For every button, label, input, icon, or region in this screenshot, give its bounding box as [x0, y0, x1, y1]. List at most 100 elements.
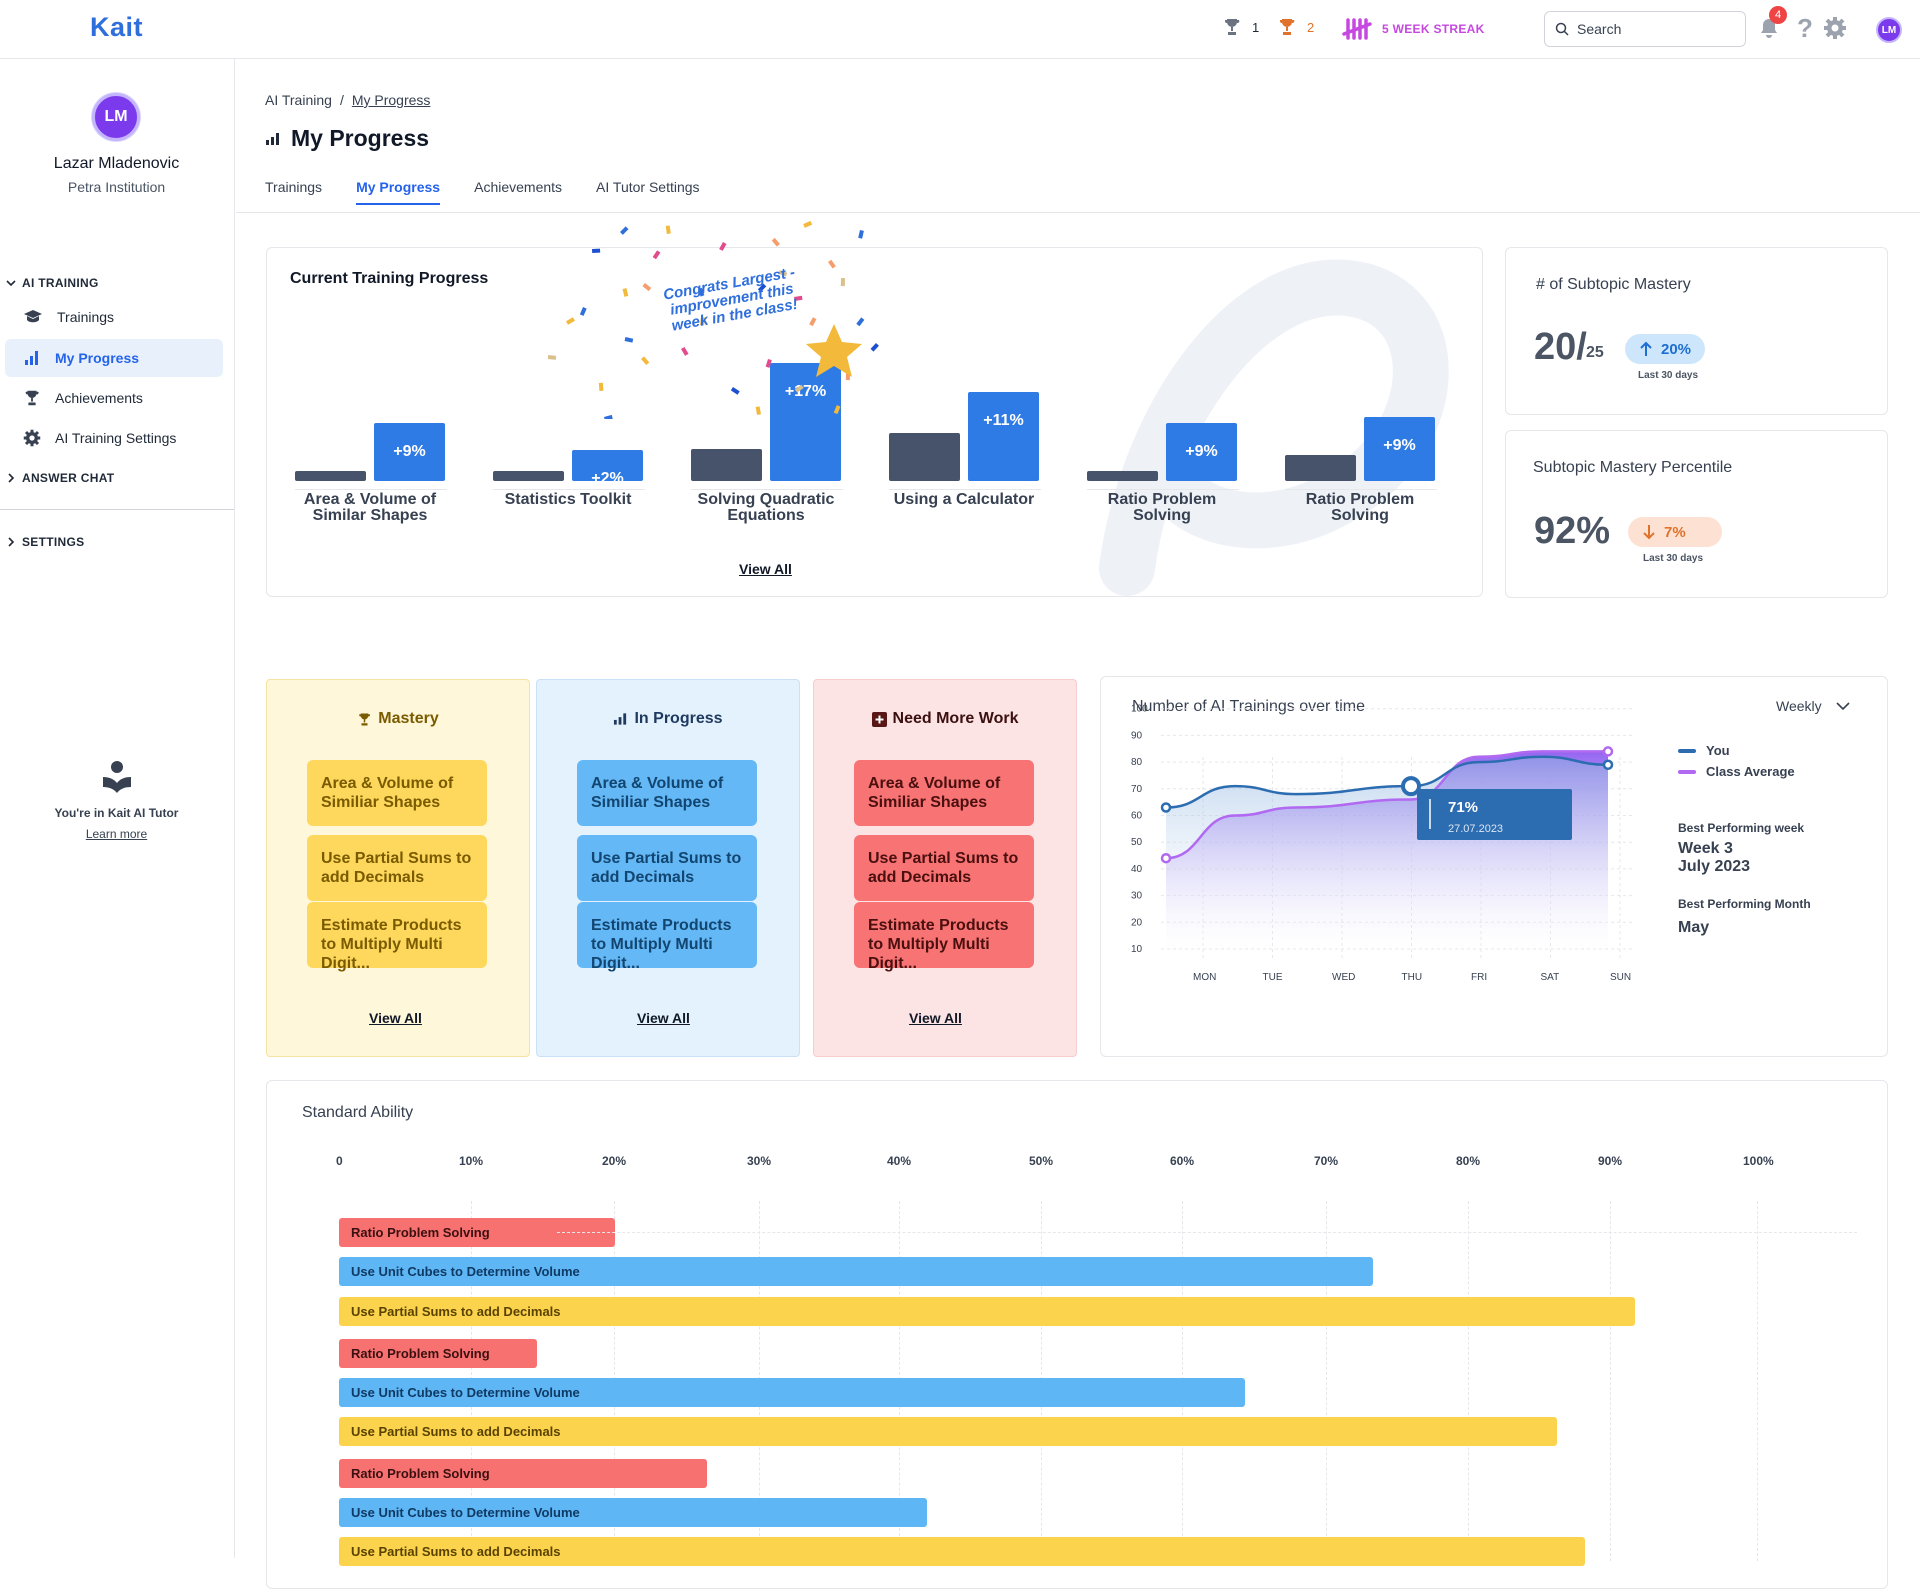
current-progress-bar[interactable]: +9% — [1166, 423, 1237, 481]
page-title-text: My Progress — [291, 125, 430, 151]
confetti-piece — [833, 405, 841, 415]
ability-bar[interactable]: Ratio Problem Solving — [339, 1459, 708, 1488]
confetti-piece — [579, 307, 587, 316]
ability-bar[interactable]: Use Partial Sums to add Decimals — [339, 1417, 1557, 1446]
sidebar-item-my-progress[interactable]: My Progress — [5, 339, 223, 377]
mastery-column: Mastery Area & Volume of Similiar Shapes… — [266, 679, 530, 1057]
mastery-item[interactable]: Area & Volume of Similiar Shapes — [307, 760, 487, 826]
ability-bar[interactable]: Use Unit Cubes to Determine Volume — [339, 1498, 927, 1527]
class-average-point — [1160, 852, 1172, 864]
help-icon[interactable]: ? — [1795, 14, 1813, 42]
x-tick-label: MON — [1193, 972, 1216, 983]
week-streak[interactable]: 5 WEEK STREAK — [1342, 18, 1485, 40]
x-tick-label: 10% — [459, 1154, 484, 1168]
bell-icon[interactable] — [1758, 16, 1780, 40]
notification-badge: 4 — [1769, 6, 1787, 24]
ability-bar[interactable]: Use Unit Cubes to Determine Volume — [339, 1257, 1373, 1286]
trainings-line-chart: 10 20 30 40 50 60 70 80 90 100 MON TUE WED THU FRI SAT S… — [1131, 704, 1633, 983]
confetti-piece — [624, 337, 634, 343]
confetti-piece — [730, 387, 740, 395]
section-settings-label: SETTINGS — [22, 535, 85, 549]
y-tick-label: 30 — [1131, 891, 1143, 902]
subtopic-mastery-title: # of Subtopic Mastery — [1536, 276, 1691, 293]
current-progress-bar[interactable]: +17% — [770, 363, 841, 481]
ability-bar[interactable]: Use Partial Sums to add Decimals — [339, 1297, 1635, 1326]
class-average-point — [1602, 746, 1614, 757]
mastery-view-all-link[interactable]: View All — [369, 1010, 422, 1026]
subtopic-mastery-period: Last 30 days — [1638, 370, 1699, 381]
legend-you: You — [1678, 743, 1730, 758]
training-progress-title: Current Training Progress — [290, 270, 489, 287]
y-tick-label: 60 — [1131, 811, 1143, 822]
section-answer-chat[interactable]: ANSWER CHAT — [6, 471, 114, 485]
x-gridline — [1468, 1201, 1469, 1561]
current-progress-bar[interactable]: +9% — [374, 423, 445, 481]
bar-baseline — [691, 489, 843, 490]
ability-bar[interactable]: Ratio Problem Solving — [339, 1339, 538, 1368]
x-tick-label: SUN — [1610, 972, 1631, 983]
in-progress-view-all-link[interactable]: View All — [637, 1010, 690, 1026]
sidebar-item-achievements[interactable]: Achievements — [5, 379, 223, 417]
sidebar-item-ai-training-settings[interactable]: AI Training Settings — [5, 419, 223, 457]
current-progress-bar[interactable]: +2% — [572, 449, 643, 487]
best-week-label: Best Performing week — [1678, 821, 1805, 835]
breadcrumb-my-progress[interactable]: My Progress — [351, 92, 431, 108]
search-icon — [1555, 22, 1569, 36]
confetti-piece — [828, 259, 836, 269]
search-input[interactable]: Search — [1544, 11, 1746, 47]
tab-ai-tutor-settings[interactable]: AI Tutor Settings — [596, 179, 700, 195]
need-more-work-column-title: Need More Work — [892, 710, 1019, 727]
kait-note-text: You're in Kait AI Tutor — [54, 806, 179, 820]
ability-bar[interactable]: Use Unit Cubes to Determine Volume — [339, 1378, 1246, 1407]
trophy-icon — [1279, 19, 1295, 35]
y-tick-label: 20 — [1131, 917, 1143, 928]
need-more-work-item[interactable]: Estimate Products to Multiply Multi Digi… — [854, 902, 1034, 972]
learn-more-link[interactable]: Learn more — [85, 827, 148, 841]
need-more-work-view-all-link[interactable]: View All — [909, 1010, 962, 1026]
tab-my-progress[interactable]: My Progress — [356, 179, 441, 205]
orange-trophy-counter[interactable]: 2 — [1277, 17, 1314, 37]
period-select[interactable]: Weekly — [1776, 698, 1850, 714]
x-gridline — [1326, 1201, 1327, 1561]
sidebar-item-label: Achievements — [55, 390, 143, 406]
confetti-piece — [794, 295, 803, 301]
breadcrumb-ai-training[interactable]: AI Training — [265, 92, 332, 108]
user-avatar[interactable]: LM — [1876, 17, 1902, 43]
in-progress-item[interactable]: Estimate Products to Multiply Multi Digi… — [577, 902, 757, 972]
breadcrumb: AI Training / My Progress — [265, 92, 430, 108]
section-ai-training[interactable]: AI TRAINING — [6, 276, 99, 290]
x-tick-label: SAT — [1541, 972, 1560, 983]
in-progress-item[interactable]: Area & Volume of Similiar Shapes — [577, 760, 757, 826]
current-progress-bar[interactable]: +11% — [968, 392, 1039, 481]
need-more-work-item[interactable]: Use Partial Sums to add Decimals — [854, 835, 1034, 901]
mastery-item[interactable]: Estimate Products to Multiply Multi Digi… — [307, 902, 487, 972]
confetti-piece — [778, 270, 788, 277]
tab-achievements[interactable]: Achievements — [474, 179, 563, 195]
section-settings[interactable]: SETTINGS — [6, 535, 84, 549]
view-all-training-link[interactable]: View All — [739, 561, 792, 577]
mastery-percentile-value: 92% — [1534, 510, 1611, 552]
in-progress-item[interactable]: Use Partial Sums to add Decimals — [577, 835, 757, 901]
top-bar: Kait 1 2 5 WEEK STREAK Search 4 ? LM — [0, 0, 1920, 59]
kait-logo[interactable]: Kait — [90, 12, 144, 42]
chevron-down-icon — [6, 280, 16, 287]
profile-avatar[interactable]: LM — [92, 93, 140, 141]
chevron-down-icon — [1836, 702, 1850, 711]
standard-ability-title: Standard Ability — [302, 1104, 414, 1121]
mastery-item[interactable]: Use Partial Sums to add Decimals — [307, 835, 487, 901]
x-tick-label: 20% — [602, 1154, 627, 1168]
gear-icon[interactable] — [1823, 16, 1847, 40]
ability-bar[interactable]: Use Partial Sums to add Decimals — [339, 1537, 1586, 1566]
tab-trainings[interactable]: Trainings — [265, 179, 323, 195]
trainings-over-time-card: Number of AI Trainings over time Weekly … — [1100, 676, 1888, 1057]
need-more-work-item[interactable]: Area & Volume of Similiar Shapes — [854, 760, 1034, 826]
legend-class-swatch — [1678, 769, 1696, 774]
tab-divider — [236, 212, 1920, 213]
training-label: Ratio Problem Solving — [1305, 491, 1415, 524]
x-tick-label: FRI — [1471, 972, 1487, 983]
x-tick-label: THU — [1402, 972, 1423, 983]
current-progress-bar[interactable]: +9% — [1364, 417, 1435, 481]
silver-trophy-counter[interactable]: 1 — [1222, 17, 1259, 37]
sidebar-item-trainings[interactable]: Trainings — [5, 298, 223, 336]
tooltip-date: 27.07.2023 — [1448, 823, 1503, 835]
